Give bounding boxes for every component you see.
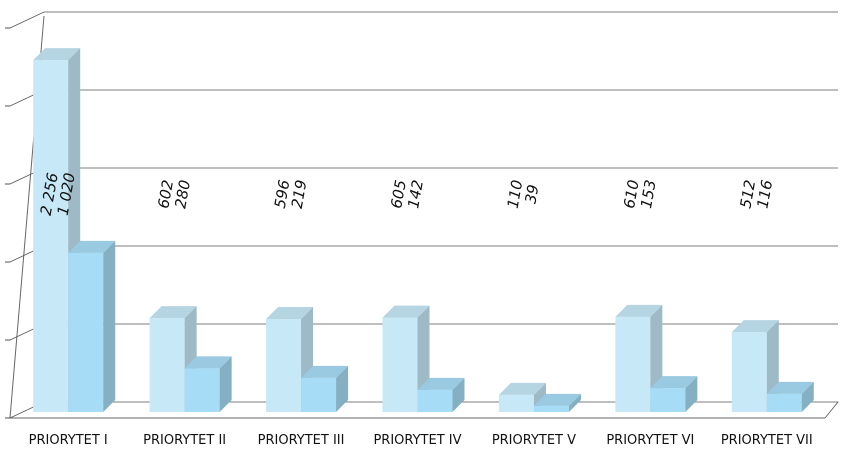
bar-face bbox=[650, 388, 686, 412]
bar-face bbox=[417, 389, 453, 412]
bar-face bbox=[382, 305, 430, 318]
bar-face bbox=[103, 240, 116, 412]
bar-face bbox=[533, 405, 569, 412]
bar bbox=[184, 356, 232, 412]
bar-face bbox=[731, 332, 767, 412]
bar-face bbox=[219, 356, 232, 412]
bar-face bbox=[498, 382, 546, 395]
bar-face bbox=[801, 381, 814, 412]
bar-face bbox=[615, 304, 663, 317]
bar-face bbox=[149, 306, 197, 319]
bar-face bbox=[615, 316, 651, 412]
grid-line bbox=[9, 11, 838, 29]
x-tick-label: PRIORYTET II bbox=[143, 433, 226, 448]
bar bbox=[417, 377, 465, 412]
value-label: 596 bbox=[271, 178, 294, 209]
bar bbox=[533, 393, 581, 412]
value-label: 39 bbox=[521, 183, 542, 205]
value-label: 116 bbox=[754, 178, 777, 209]
bar-face bbox=[766, 381, 814, 394]
x-tick-label: PRIORYTET IV bbox=[373, 433, 461, 448]
value-label: 219 bbox=[288, 178, 311, 209]
bar bbox=[766, 381, 814, 412]
x-tick-label: PRIORYTET VII bbox=[721, 433, 813, 448]
bar-face bbox=[301, 365, 349, 378]
bar-face bbox=[685, 376, 698, 412]
grid-line bbox=[9, 89, 838, 107]
bar-face bbox=[33, 60, 69, 413]
value-label: 605 bbox=[387, 178, 410, 209]
bar bbox=[68, 240, 116, 412]
value-label: 110 bbox=[504, 178, 527, 209]
x-tick-label: PRIORYTET VI bbox=[606, 433, 694, 448]
bar-face bbox=[533, 393, 581, 406]
bar-face bbox=[336, 365, 349, 412]
x-tick-label: PRIORYTET III bbox=[258, 433, 345, 448]
value-label: 512 bbox=[737, 178, 760, 209]
bar bbox=[650, 376, 698, 412]
bar-face bbox=[266, 319, 302, 412]
x-tick-label: PRIORYTET I bbox=[29, 433, 108, 448]
bar-face bbox=[184, 356, 232, 369]
bar-face bbox=[417, 377, 465, 390]
bar-face bbox=[650, 376, 698, 389]
value-label: 280 bbox=[171, 178, 194, 209]
bar-face bbox=[498, 394, 534, 412]
bar-face bbox=[301, 377, 337, 412]
x-tick-label: PRIORYTET V bbox=[492, 433, 576, 448]
bar bbox=[301, 365, 349, 412]
bar-face bbox=[452, 377, 465, 412]
bar-face bbox=[568, 393, 581, 412]
value-label: 602 bbox=[154, 178, 177, 209]
bar-face bbox=[33, 48, 81, 61]
bar-face bbox=[68, 252, 104, 412]
bar-face bbox=[382, 317, 418, 412]
value-label: 153 bbox=[637, 178, 660, 209]
bar-face bbox=[68, 240, 116, 253]
value-label: 142 bbox=[404, 178, 427, 209]
bar-face bbox=[184, 368, 220, 412]
bar-face bbox=[266, 307, 314, 320]
bar-face bbox=[149, 318, 185, 412]
grid-line bbox=[9, 245, 838, 263]
bar-face bbox=[731, 320, 779, 333]
bar-face bbox=[766, 393, 802, 412]
value-label: 610 bbox=[620, 178, 643, 209]
bar bbox=[731, 320, 779, 412]
